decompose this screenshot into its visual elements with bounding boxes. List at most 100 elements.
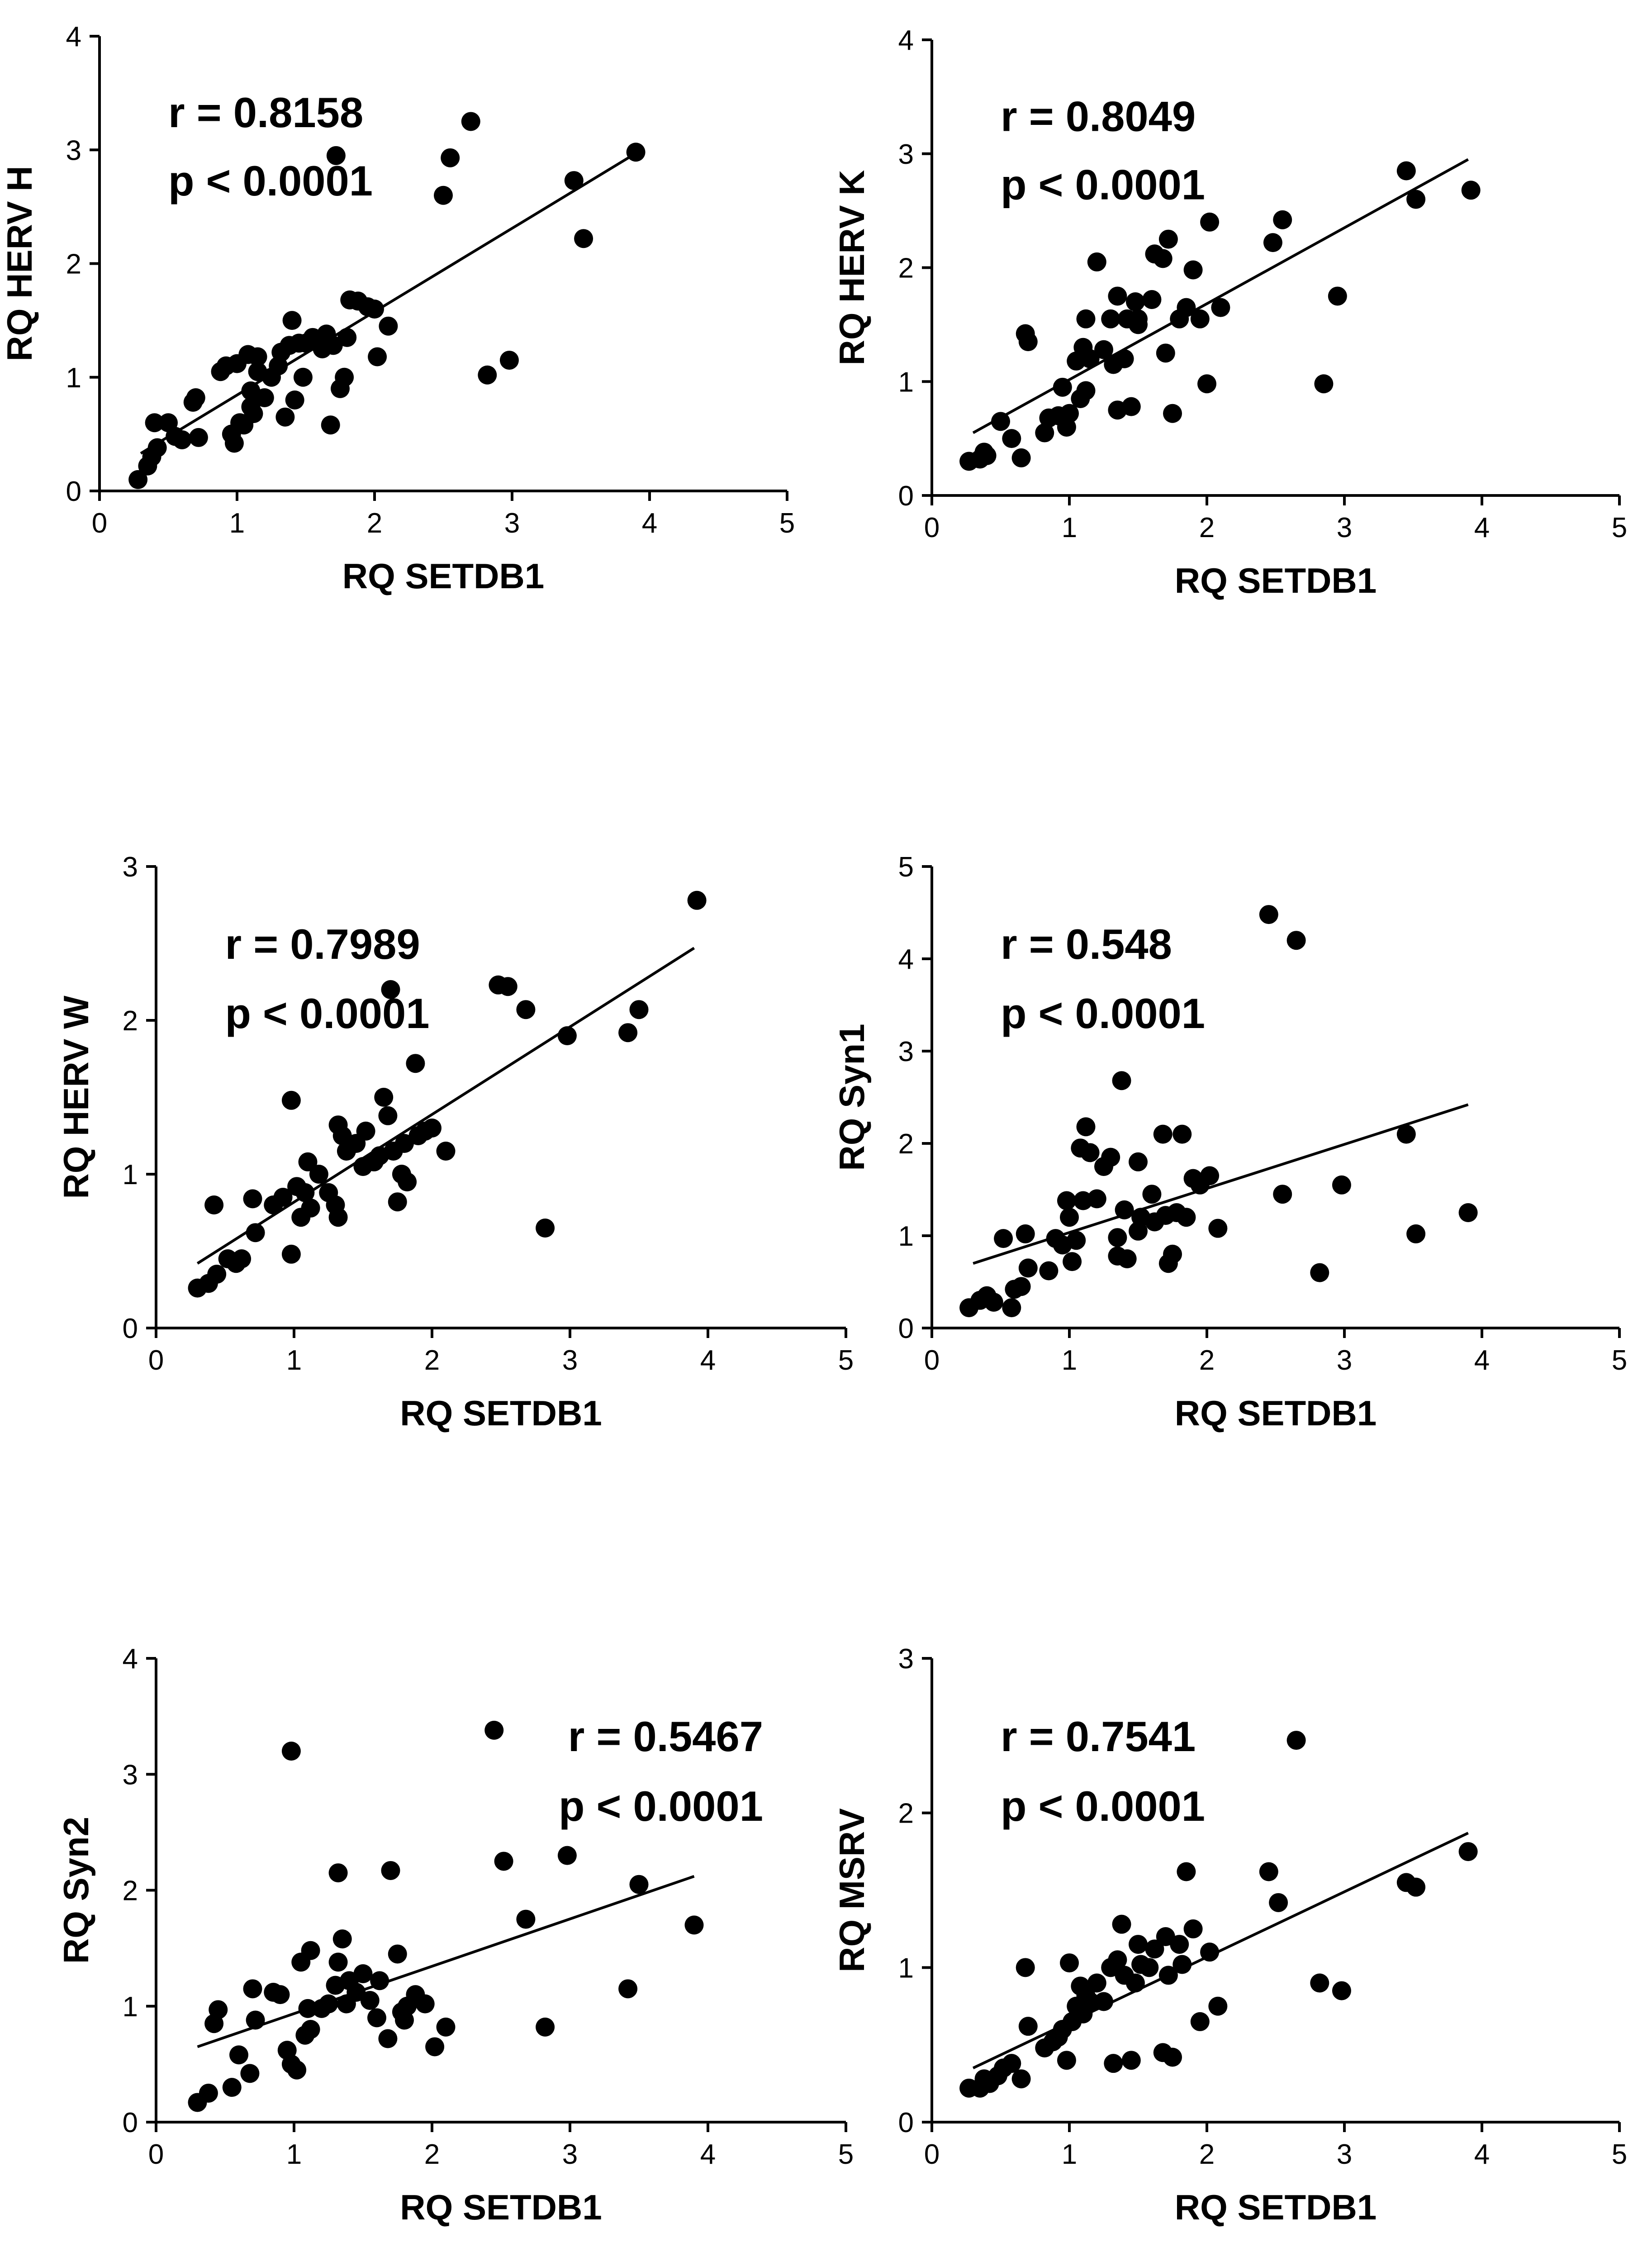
data-point xyxy=(441,148,460,167)
y-axis-title: RQ HERV K xyxy=(832,170,872,366)
data-point xyxy=(1156,343,1175,363)
data-point xyxy=(353,1964,373,1983)
data-point xyxy=(1158,229,1178,249)
data-point xyxy=(626,143,646,162)
data-point xyxy=(516,1000,536,1019)
x-tick-label: 3 xyxy=(562,2139,578,2170)
data-point xyxy=(1080,1143,1100,1162)
x-tick-label: 3 xyxy=(504,508,520,539)
data-point xyxy=(1076,309,1096,329)
data-point xyxy=(381,980,400,999)
data-point xyxy=(186,388,205,407)
data-point xyxy=(1115,349,1134,368)
data-point xyxy=(499,351,519,370)
x-tick-label: 4 xyxy=(1474,1345,1490,1376)
data-point xyxy=(1332,1981,1351,2000)
x-tick-label: 3 xyxy=(562,1345,578,1376)
data-point xyxy=(1183,260,1203,280)
data-point xyxy=(1145,1939,1164,1959)
data-point xyxy=(337,328,357,347)
data-point xyxy=(425,2037,445,2057)
x-tick-label: 1 xyxy=(286,1345,302,1376)
data-point xyxy=(1011,448,1031,467)
data-point xyxy=(388,1192,407,1212)
data-point xyxy=(1314,374,1334,394)
data-point xyxy=(1129,1935,1148,1954)
x-tick-label: 2 xyxy=(1199,2139,1215,2170)
data-point xyxy=(224,433,244,453)
data-point xyxy=(1200,212,1220,232)
data-point xyxy=(1142,1185,1162,1204)
x-tick-label: 4 xyxy=(700,2139,716,2170)
x-tick-label: 2 xyxy=(1199,512,1215,543)
data-point xyxy=(536,1219,555,1238)
data-point xyxy=(229,2045,248,2065)
x-tick-label: 5 xyxy=(1612,512,1627,543)
x-tick-label: 0 xyxy=(924,1345,940,1376)
data-point xyxy=(243,1189,262,1209)
x-tick-label: 5 xyxy=(1612,1345,1627,1376)
correlation-r-label: r = 0.5467 xyxy=(568,1713,763,1760)
data-point xyxy=(1108,1950,1127,1970)
data-point xyxy=(991,412,1010,431)
data-point xyxy=(516,1909,536,1929)
data-point xyxy=(328,1952,348,1972)
data-point xyxy=(557,1846,577,1865)
data-point xyxy=(557,1026,577,1045)
data-point xyxy=(1163,404,1182,423)
data-point xyxy=(1310,1973,1329,1993)
data-point xyxy=(282,311,302,330)
data-point xyxy=(321,415,340,435)
x-axis-title: RQ SETDB1 xyxy=(1175,1393,1377,1433)
data-point xyxy=(436,2017,456,2037)
data-point xyxy=(365,300,384,319)
data-point xyxy=(1129,1152,1148,1171)
data-point xyxy=(1177,1208,1196,1227)
data-point xyxy=(1108,286,1127,306)
data-point xyxy=(1094,340,1113,359)
y-tick-label: 2 xyxy=(66,249,81,280)
data-point xyxy=(328,1208,348,1227)
data-point xyxy=(145,413,164,433)
data-point xyxy=(1011,2069,1031,2089)
data-point xyxy=(1211,298,1230,317)
data-point xyxy=(498,977,517,996)
data-point xyxy=(335,367,354,387)
data-point xyxy=(248,347,267,367)
y-tick-label: 5 xyxy=(898,852,914,883)
data-point xyxy=(281,1742,301,1761)
data-point xyxy=(1112,1071,1131,1090)
y-tick-label: 1 xyxy=(898,1221,914,1252)
data-point xyxy=(356,1121,375,1141)
data-point xyxy=(1125,292,1145,312)
y-tick-label: 2 xyxy=(123,1005,138,1037)
data-point xyxy=(298,1999,318,2018)
data-point xyxy=(281,1090,301,1110)
data-point xyxy=(629,1000,649,1019)
y-tick-label: 1 xyxy=(898,1952,914,1984)
x-tick-label: 3 xyxy=(1337,1345,1352,1376)
data-point xyxy=(1112,1914,1131,1934)
data-point xyxy=(381,1861,400,1880)
data-point xyxy=(1259,1862,1278,1881)
scatter-panel-3: 0 1 2 3 4 5 0 1 2 3 RQ SETDB1 RQ HERV W r = 0.7989 p … xyxy=(56,852,854,1433)
p-value-label: p < 0.0001 xyxy=(168,157,373,205)
x-tick-label: 3 xyxy=(1337,2139,1352,2170)
x-tick-label: 0 xyxy=(148,2139,164,2170)
data-point xyxy=(332,1126,352,1145)
data-point xyxy=(1115,1200,1134,1219)
p-value-label: p < 0.0001 xyxy=(559,1782,763,1830)
data-point xyxy=(281,1244,301,1264)
data-point xyxy=(1076,1117,1096,1137)
x-tick-label: 5 xyxy=(838,2139,854,2170)
data-point xyxy=(1057,2051,1076,2070)
y-axis-title: RQ MSRV xyxy=(832,1808,872,1972)
data-point xyxy=(1197,374,1216,394)
data-point xyxy=(436,1142,456,1161)
x-tick-label: 0 xyxy=(92,508,107,539)
data-point xyxy=(1190,309,1210,329)
data-point xyxy=(298,1152,318,1171)
correlation-r-label: r = 0.7989 xyxy=(225,920,420,968)
data-point xyxy=(199,2083,218,2103)
